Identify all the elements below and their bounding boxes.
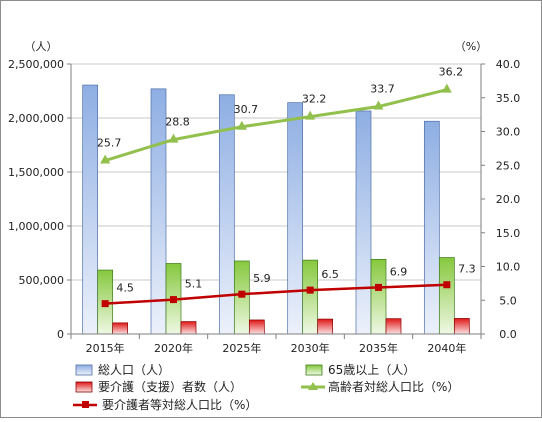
right-axis-tick-label: 40.0 bbox=[496, 58, 521, 71]
bar-total-population bbox=[355, 110, 372, 335]
bar-care-recipients bbox=[385, 318, 402, 335]
data-label-elderly-ratio: 33.7 bbox=[370, 83, 395, 96]
bar-care-recipients bbox=[317, 318, 334, 335]
marker-elderly-ratio bbox=[168, 133, 179, 143]
bar-total-population bbox=[423, 120, 440, 335]
line-series: 25.7 28.8 30.7 32.2 33.7 36.2 4.5 5.1 5.9 6.5 6.9 7… bbox=[97, 66, 476, 308]
marker-care-ratio bbox=[443, 281, 451, 289]
right-axis-tick-label: 35.0 bbox=[496, 92, 521, 105]
bar-total-population bbox=[287, 102, 304, 335]
marker-care-ratio bbox=[170, 296, 177, 304]
marker-care-ratio bbox=[375, 283, 382, 291]
legend-swatch-65-and-over bbox=[305, 364, 323, 376]
left-axis-tick-label: 0 bbox=[57, 328, 64, 341]
marker-elderly-ratio bbox=[305, 110, 316, 120]
left-axis-tick-label: 500,000 bbox=[19, 274, 65, 287]
left-axis-tick-label: 1,000,000 bbox=[8, 220, 64, 233]
bar-total-population bbox=[82, 84, 99, 335]
data-label-elderly-ratio: 32.2 bbox=[302, 93, 327, 106]
marker-care-ratio bbox=[101, 300, 109, 308]
right-axis-tick-label: 5.0 bbox=[499, 294, 517, 307]
right-axis-unit: （%） bbox=[455, 40, 487, 53]
left-axis-tick-label: 2,000,000 bbox=[8, 112, 64, 125]
legend-label-care-recipients: 要介護（支援）者数（人） bbox=[98, 379, 242, 394]
data-label-care-ratio: 5.1 bbox=[185, 278, 203, 291]
marker-elderly-ratio bbox=[236, 120, 247, 130]
legend-marker-elderly-ratio bbox=[308, 382, 318, 390]
axes: 0 500,000 1,000,000 1,500,000 2,000,000 2,500… bbox=[8, 58, 520, 355]
right-axis-tick-label: 15.0 bbox=[496, 227, 521, 240]
line-care-ratio bbox=[105, 283, 447, 305]
legend-label-total-population: 総人口（人） bbox=[98, 363, 170, 377]
legend-label-65-and-over: 65歳以上（人） bbox=[328, 363, 415, 377]
data-label-care-ratio: 5.9 bbox=[253, 272, 271, 285]
marker-elderly-ratio bbox=[441, 83, 452, 93]
left-axis-unit: （人） bbox=[25, 40, 58, 53]
bar-65-and-over bbox=[370, 259, 387, 335]
data-label-care-ratio: 6.5 bbox=[321, 268, 339, 281]
marker-care-ratio bbox=[238, 290, 246, 298]
data-label-elderly-ratio: 28.8 bbox=[165, 116, 190, 129]
data-label-elderly-ratio: 36.2 bbox=[439, 66, 464, 79]
right-axis-tick-label: 25.0 bbox=[496, 159, 521, 172]
legend-label-care-ratio: 要介護者等対総人口比（%） bbox=[102, 397, 257, 412]
x-axis-tick-label: 2015年 bbox=[86, 341, 125, 355]
x-axis-tick-label: 2040年 bbox=[427, 341, 466, 355]
legend-swatch-care-recipients bbox=[75, 381, 93, 393]
left-axis-tick-label: 1,500,000 bbox=[8, 166, 64, 179]
bar-care-recipients bbox=[112, 322, 129, 335]
x-axis-tick-label: 2030年 bbox=[291, 341, 330, 355]
legend: 総人口（人） 65歳以上（人） 要介護（支援）者数（人） 高齢者対総人口比（%）… bbox=[73, 363, 459, 412]
legend-swatch-total-population bbox=[75, 364, 93, 376]
bar-65-and-over bbox=[302, 259, 319, 335]
data-label-elderly-ratio: 30.7 bbox=[234, 103, 259, 116]
right-axis-tick-label: 20.0 bbox=[496, 193, 521, 206]
data-label-care-ratio: 6.9 bbox=[390, 265, 408, 278]
marker-care-ratio bbox=[306, 286, 314, 294]
gridlines bbox=[71, 63, 481, 281]
bar-total-population bbox=[150, 88, 167, 335]
data-label-care-ratio: 7.3 bbox=[458, 263, 476, 276]
bar-care-recipients bbox=[180, 321, 197, 335]
left-axis-tick-label: 2,500,000 bbox=[8, 58, 64, 71]
right-axis-tick-label: 0.0 bbox=[499, 328, 517, 341]
x-axis-tick-label: 2020年 bbox=[154, 341, 193, 355]
right-axis-tick-label: 30.0 bbox=[496, 126, 521, 139]
bar-care-recipients bbox=[453, 318, 470, 335]
bar-care-recipients bbox=[248, 319, 265, 335]
marker-elderly-ratio bbox=[100, 154, 111, 164]
marker-elderly-ratio bbox=[373, 100, 384, 110]
data-label-elderly-ratio: 25.7 bbox=[97, 137, 122, 150]
x-axis-tick-label: 2025年 bbox=[222, 341, 261, 355]
x-axis-tick-label: 2035年 bbox=[359, 341, 398, 355]
legend-label-elderly-ratio: 高齢者対総人口比（%） bbox=[328, 379, 459, 394]
legend-marker-care-ratio bbox=[82, 401, 89, 408]
bar-65-and-over bbox=[438, 257, 455, 335]
data-label-care-ratio: 4.5 bbox=[116, 282, 134, 295]
right-axis-tick-label: 10.0 bbox=[496, 261, 521, 274]
line-elderly-ratio bbox=[104, 88, 448, 162]
